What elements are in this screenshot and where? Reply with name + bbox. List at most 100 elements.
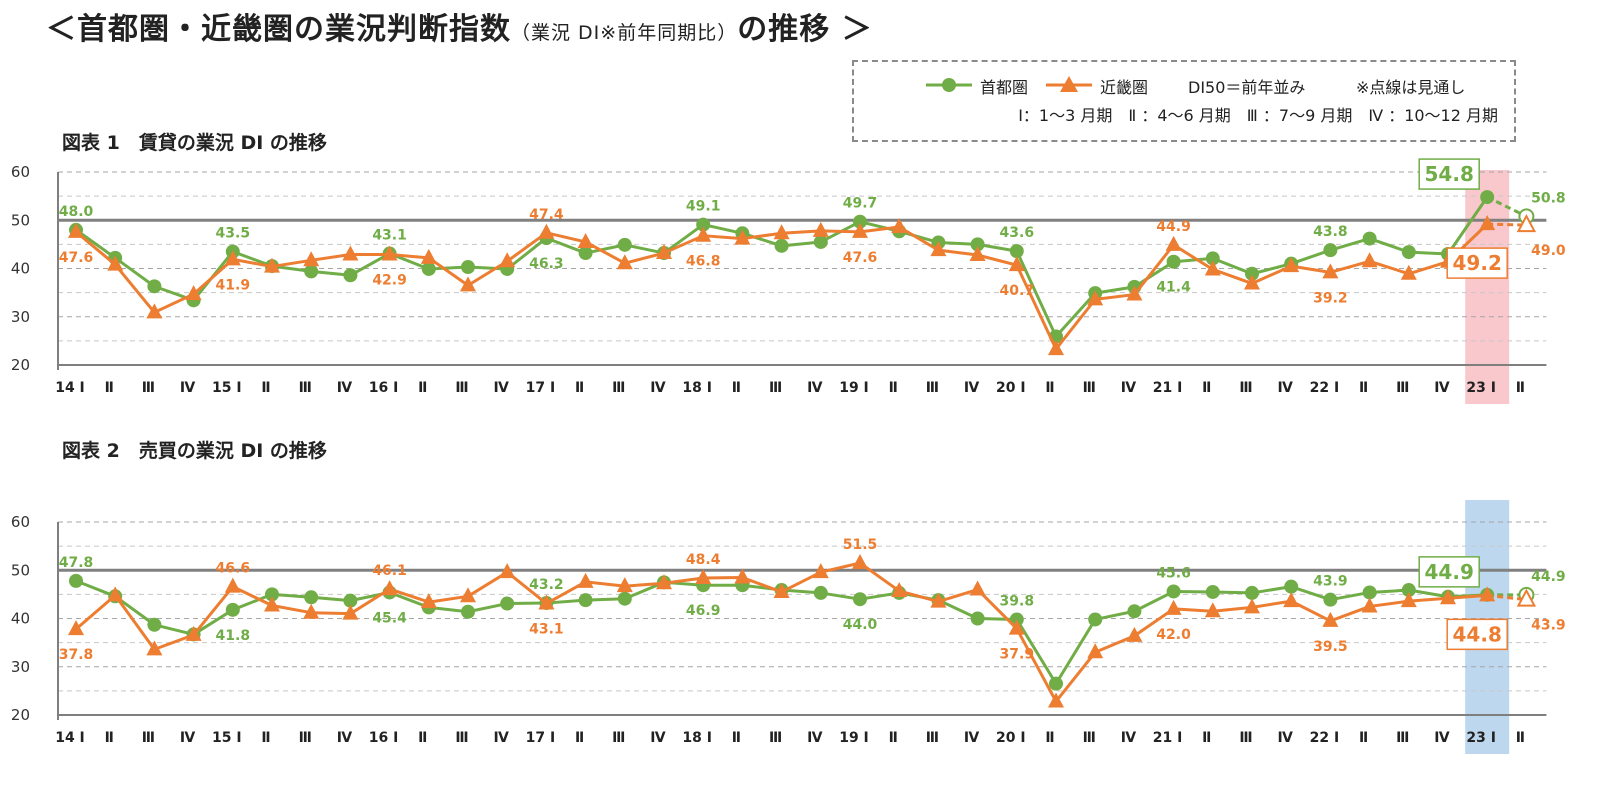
point-orange — [812, 563, 829, 579]
point-orange — [1283, 592, 1300, 608]
point-orange — [1126, 285, 1143, 301]
point-orange — [577, 232, 594, 248]
data-label: 40.7 — [1000, 283, 1035, 299]
point-orange — [812, 221, 829, 237]
point-orange — [1361, 597, 1378, 613]
callout-box — [1446, 247, 1508, 279]
point-orange — [773, 582, 790, 598]
point-green — [774, 238, 789, 253]
x-tick-label: 14 Ⅰ — [55, 730, 85, 746]
point-orange — [107, 586, 124, 602]
point-orange — [538, 594, 555, 610]
x-tick-label: Ⅱ — [575, 730, 584, 746]
data-label: 42.0 — [1156, 627, 1191, 643]
x-tick-label: 19 Ⅰ — [839, 730, 869, 746]
series-forecast-1 — [1487, 593, 1527, 602]
title-end: の推移 ＞ — [737, 12, 873, 47]
x-tick-label: Ⅱ — [1045, 380, 1054, 396]
x-tick-label: Ⅲ — [769, 730, 782, 746]
x-tick-label: Ⅳ — [1121, 380, 1137, 396]
point-green — [343, 268, 358, 283]
point-green — [1284, 579, 1299, 594]
x-tick-label: Ⅱ — [105, 380, 114, 396]
point-orange — [224, 577, 241, 593]
legend-markers — [926, 76, 1092, 92]
callout-box — [1446, 618, 1508, 651]
point-green — [970, 237, 985, 252]
x-tick-label: 18 Ⅰ — [682, 730, 712, 746]
x-tick-label: 21 Ⅰ — [1153, 380, 1183, 396]
point-orange — [420, 593, 437, 609]
data-label: 43.5 — [216, 226, 251, 242]
x-tick-label: Ⅱ — [575, 380, 584, 396]
data-label: 41.4 — [1156, 280, 1191, 296]
x-tick-label: Ⅱ — [1516, 730, 1525, 746]
point-orange — [734, 568, 751, 584]
x-tick-label: Ⅱ — [1359, 380, 1368, 396]
point-orange — [1479, 215, 1496, 231]
point-orange — [734, 229, 751, 245]
x-tick-label: Ⅱ — [261, 380, 270, 396]
point-orange — [1361, 252, 1378, 268]
point-orange — [1126, 626, 1143, 642]
x-tick-label: Ⅲ — [612, 380, 625, 396]
point-orange — [107, 255, 124, 271]
point-orange — [303, 603, 320, 619]
x-tick-label: Ⅳ — [964, 380, 980, 396]
data-label: 48.4 — [686, 552, 721, 568]
chart1: 20 30 40 50 60 14 Ⅰ Ⅱ Ⅲ Ⅳ 15 Ⅰ Ⅱ Ⅲ Ⅳ 16 Ⅰ Ⅱ Ⅲ Ⅳ 17 Ⅰ Ⅱ Ⅲ Ⅳ 18… — [11, 158, 1566, 404]
point-green — [1245, 585, 1259, 600]
data-label: 50.8 — [1531, 190, 1566, 206]
data-label: 46.8 — [686, 254, 721, 270]
data-label: 44.9 — [1156, 219, 1191, 235]
point-green — [1323, 592, 1338, 607]
data-label: 43.9 — [1313, 574, 1348, 590]
data-label: 44.0 — [843, 617, 878, 633]
chart1-title: 図表 1 賃貸の業況 DI の推移 — [62, 132, 327, 154]
legend-series2-label: 近畿圏 — [1100, 78, 1149, 97]
point-green — [147, 617, 162, 632]
data-label: 43.1 — [529, 622, 564, 638]
x-tick-label: Ⅲ — [455, 380, 468, 396]
point-orange — [1479, 586, 1496, 602]
data-label: 39.5 — [1313, 639, 1348, 655]
point-orange — [146, 303, 163, 319]
legend-note2: ※点線は見通し — [1356, 78, 1466, 97]
point-orange — [1400, 592, 1417, 608]
x-tick-label: Ⅱ — [105, 730, 114, 746]
point-green — [617, 237, 632, 252]
point-orange — [695, 226, 712, 242]
point-green — [304, 590, 319, 605]
x-tick-label: Ⅲ — [142, 380, 155, 396]
point-green — [1166, 584, 1181, 599]
x-tick-label: Ⅳ — [180, 380, 196, 396]
x-tick-label: Ⅳ — [650, 380, 666, 396]
point-green — [1088, 612, 1103, 627]
x-tick-label: Ⅲ — [455, 730, 468, 746]
x-tick-label: 17 Ⅰ — [526, 380, 556, 396]
x-tick-label: Ⅲ — [142, 730, 155, 746]
point-orange — [381, 580, 398, 596]
point-green — [1362, 231, 1377, 246]
data-label: 43.8 — [1313, 224, 1348, 240]
callout-label: 54.8 — [1425, 162, 1474, 186]
point-green — [461, 260, 475, 275]
point-orange — [1322, 611, 1339, 627]
point-orange — [656, 244, 672, 260]
point-orange — [381, 245, 398, 261]
data-label: 43.6 — [1000, 225, 1035, 241]
point-orange — [460, 587, 476, 603]
point-orange — [224, 250, 241, 266]
callout-box — [1418, 158, 1480, 190]
x-tick-label: Ⅲ — [612, 730, 625, 746]
data-label: 49.7 — [843, 196, 878, 212]
data-label: 46.9 — [686, 603, 721, 619]
x-tick-label: Ⅲ — [926, 730, 939, 746]
point-orange — [420, 248, 437, 264]
x-tick-label: Ⅳ — [494, 380, 510, 396]
point-orange — [852, 554, 868, 570]
x-tick-label: Ⅲ — [1239, 730, 1252, 746]
x-tick-label: Ⅳ — [180, 730, 196, 746]
point-orange — [499, 563, 516, 579]
point-orange — [891, 218, 908, 234]
